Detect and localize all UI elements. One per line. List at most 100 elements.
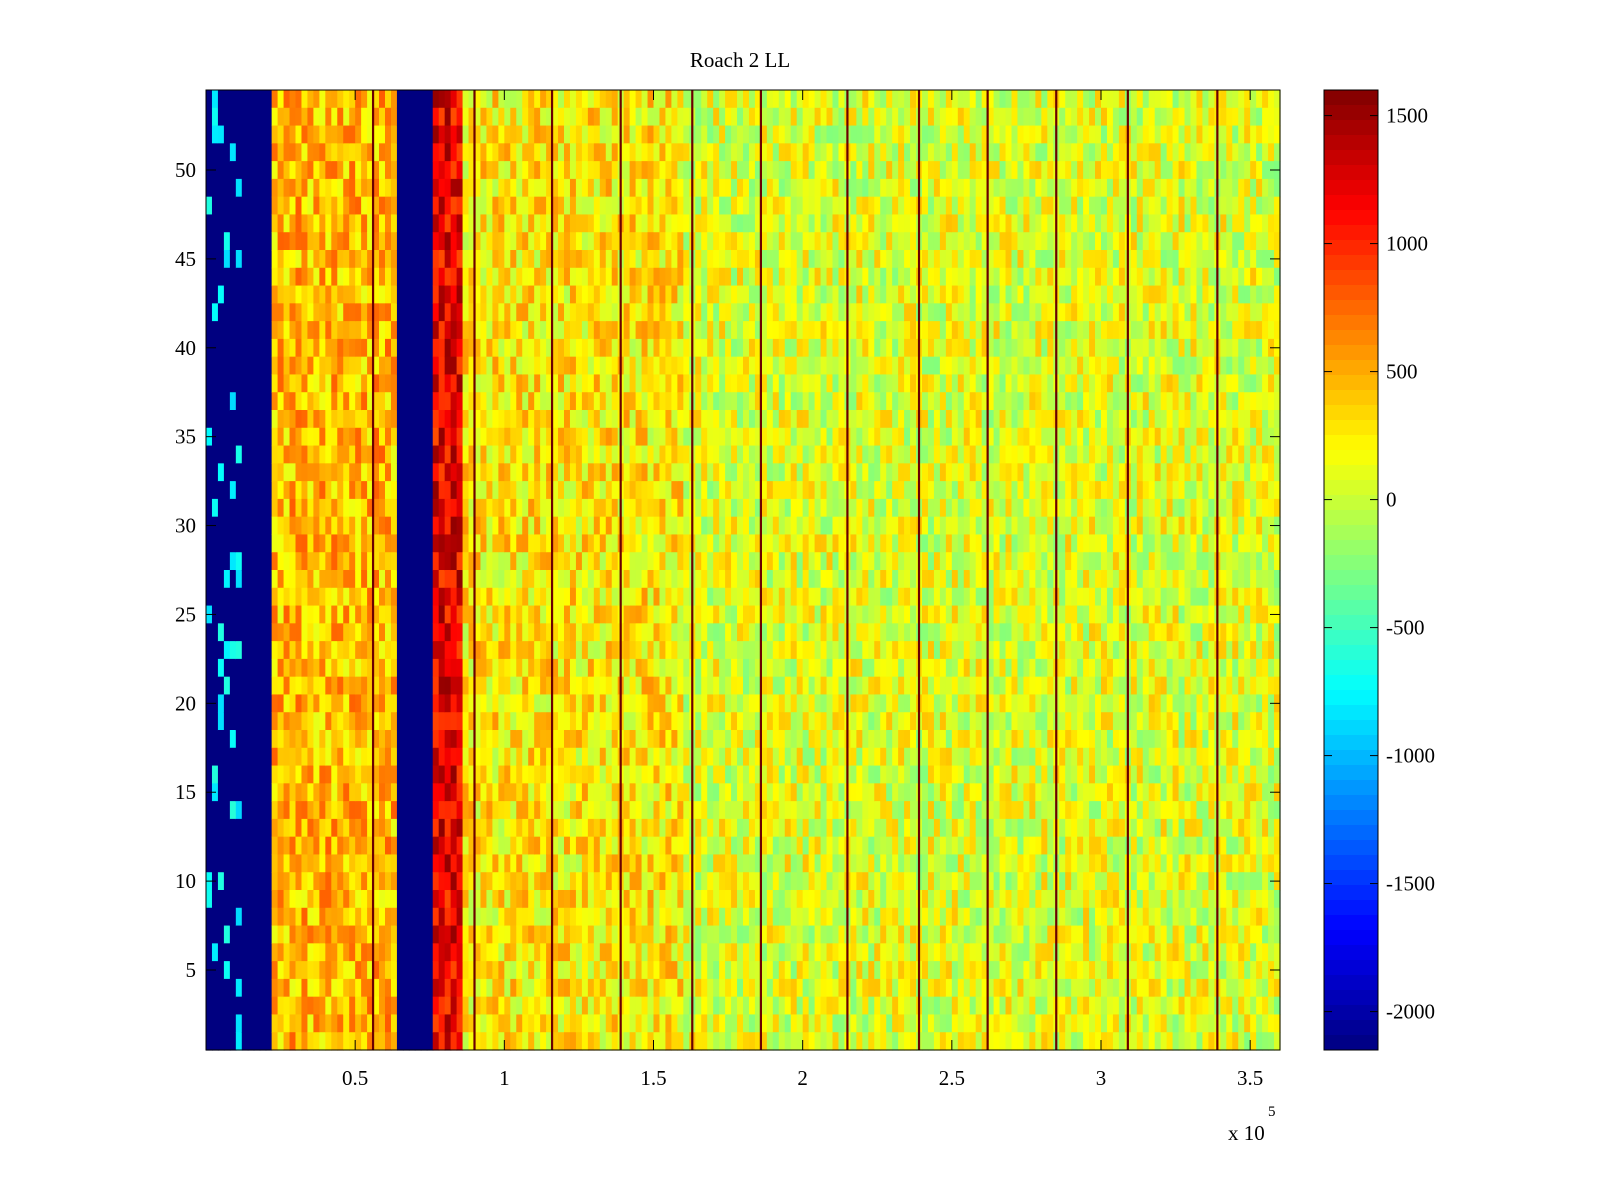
heatmap-cell [659,267,667,287]
heatmap-cell [546,641,553,660]
heatmap-cell [498,303,505,322]
heatmap-cell [450,516,458,536]
heatmap-cell [223,285,231,304]
heatmap-cell [343,445,350,464]
heatmap-cell [206,1014,213,1033]
heatmap-cell [695,445,702,464]
heatmap-cell [468,392,476,411]
heatmap-cell [331,356,338,376]
heatmap-cell [211,623,219,642]
heatmap-cell [355,854,362,873]
heatmap-cell [390,90,398,109]
heatmap-cell [540,658,547,678]
heatmap-cell [540,463,547,482]
heatmap-cell [426,925,434,944]
heatmap-cell [313,374,320,393]
heatmap-cell [438,694,446,713]
heatmap-cell [313,410,320,429]
heatmap-cell [396,232,404,251]
heatmap-cell [223,818,231,838]
heatmap-cell [605,516,613,536]
heatmap-cell [516,374,523,393]
heatmap-cell [385,90,392,109]
heatmap-cell [414,907,422,927]
heatmap-cell [420,250,428,269]
heatmap-cell [337,374,344,393]
heatmap-cell [498,196,505,216]
heatmap-cell [295,587,303,607]
heatmap-cell [719,854,726,873]
heatmap-cell [546,303,553,322]
heatmap-cell [462,676,470,696]
heatmap-cell [486,552,493,571]
heatmap-cell [719,783,726,802]
heatmap-cell [528,961,535,980]
heatmap-cell [713,943,720,962]
heatmap-cell [725,570,732,589]
heatmap-cell [510,747,517,767]
heatmap-cell [522,356,529,376]
heatmap-cell [450,587,458,607]
heatmap-cell [707,196,714,216]
heatmap-cell [283,232,291,251]
heatmap-cell [528,338,535,358]
heatmap-cell [504,978,511,998]
heatmap-cell [468,445,476,464]
heatmap-cell [265,747,273,767]
heatmap-cell [432,534,440,553]
heatmap-cell [659,196,667,216]
heatmap-cell [552,90,559,109]
heatmap-cell [737,854,744,873]
heatmap-cell [605,250,613,269]
heatmap-cell [611,161,619,180]
heatmap-cell [719,978,726,998]
heatmap-cell [611,961,619,980]
heatmap-cell [695,125,702,144]
heatmap-cell [677,712,684,731]
heatmap-cell [373,356,380,376]
heatmap-cell [241,801,249,820]
heatmap-cell [253,907,261,927]
heatmap-cell [653,338,661,358]
heatmap-cell [313,427,320,447]
heatmap-cell [420,658,428,678]
heatmap-cell [558,747,565,767]
heatmap-cell [390,392,398,411]
heatmap-cell [743,978,750,998]
heatmap-cell [223,552,231,571]
heatmap-cell [235,925,243,944]
heatmap-cell [355,658,362,678]
heatmap-cell [450,178,458,198]
heatmap-cell [259,1014,267,1033]
heatmap-cell [319,481,326,500]
heatmap-cell [337,587,344,607]
heatmap-cell [569,534,577,553]
heatmap-cell [241,712,249,731]
heatmap-cell [390,925,398,944]
heatmap-cell [253,90,261,109]
heatmap-cell [743,996,750,1016]
heatmap-cell [235,996,243,1016]
heatmap-cell [367,943,374,962]
heatmap-cell [432,498,440,518]
heatmap-cell [247,196,255,216]
heatmap-cell [504,801,511,820]
heatmap-cell [289,747,297,767]
heatmap-cell [647,356,655,376]
heatmap-cell [373,445,380,464]
heatmap-cell [325,730,332,749]
heatmap-cell [599,783,607,802]
heatmap-cell [426,445,434,464]
heatmap-cell [659,214,667,233]
heatmap-cell [611,232,619,251]
heatmap-cell [510,978,517,998]
heatmap-cell [522,925,529,944]
heatmap-cell [361,658,368,678]
heatmap-cell [217,587,225,607]
heatmap-cell [235,321,243,340]
heatmap-cell [754,90,762,109]
heatmap-cell [420,178,428,198]
heatmap-cell [235,747,243,767]
heatmap-cell [277,445,285,464]
heatmap-cell [486,872,493,891]
